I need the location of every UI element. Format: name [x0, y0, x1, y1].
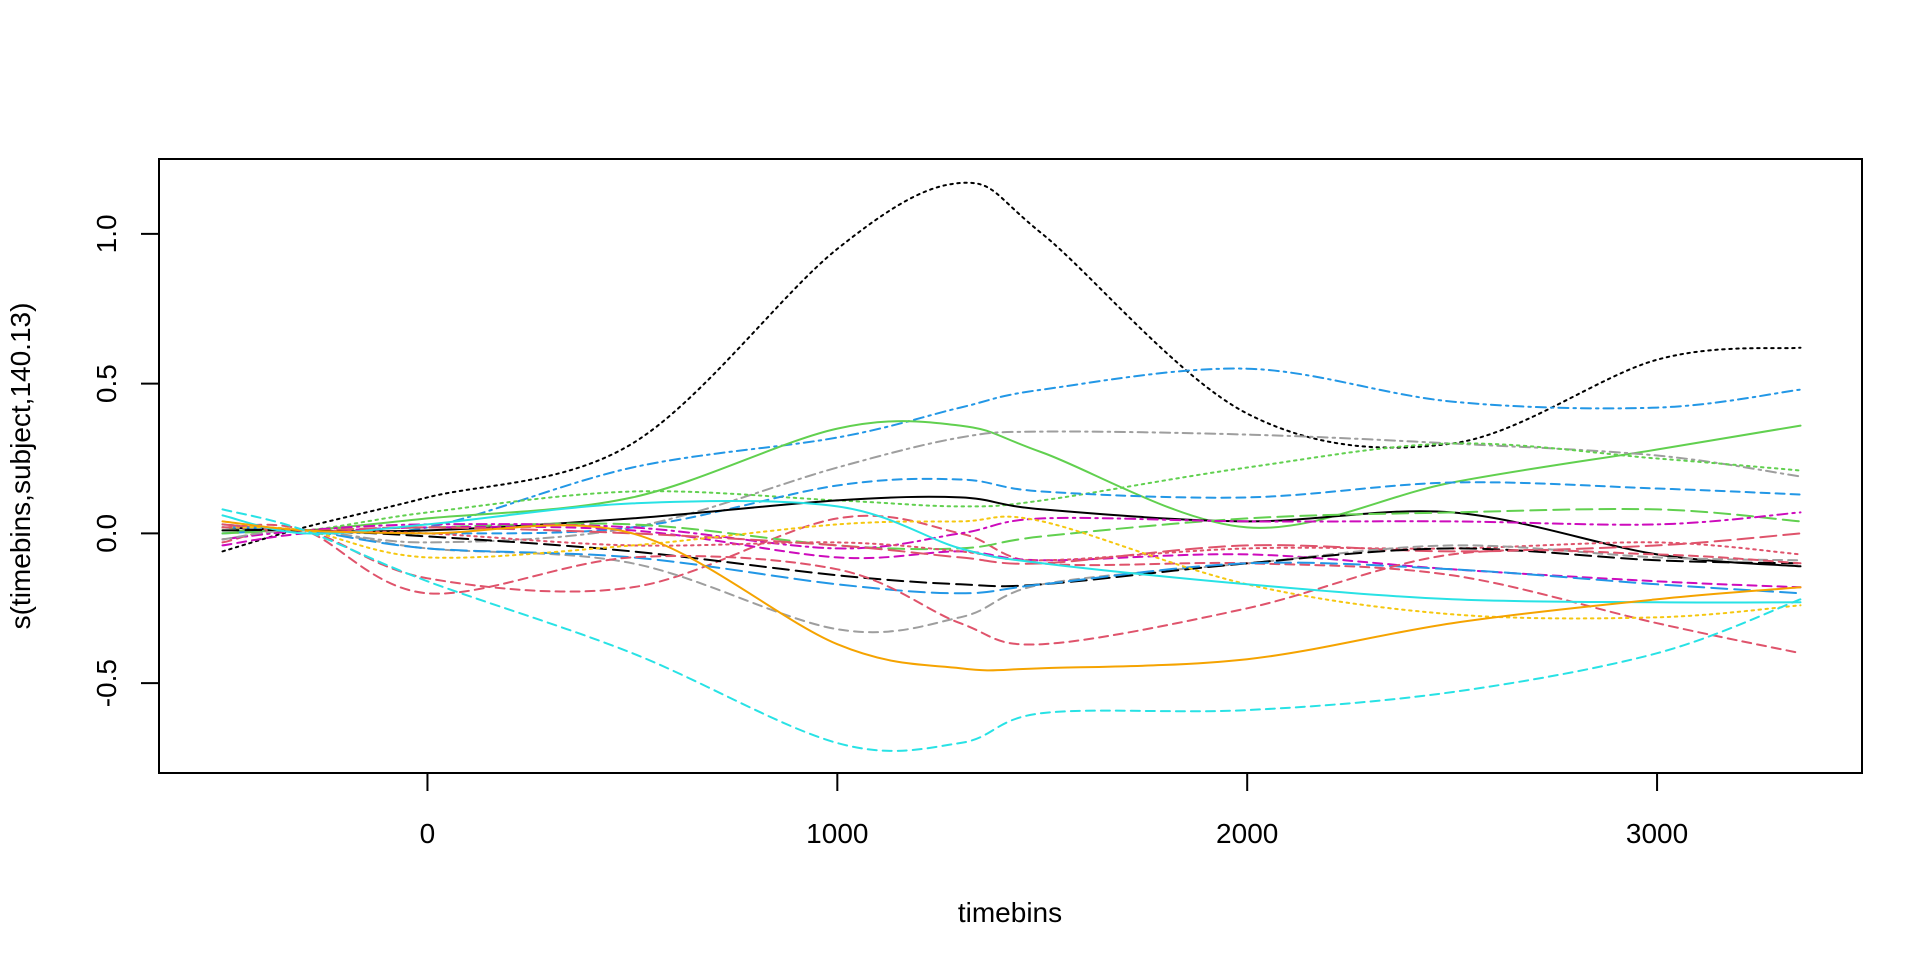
y-tick-label: -0.5 — [91, 659, 122, 707]
y-axis-title: s(timebins,subject,140.13) — [5, 303, 36, 630]
series-line-20 — [221, 520, 1802, 672]
series-line-5 — [221, 442, 1802, 533]
y-axis: -0.5 0.0 0.5 1.0 — [91, 214, 160, 707]
series-line-9 — [221, 507, 1802, 551]
x-tick-label: 0 — [420, 818, 436, 849]
y-tick-label: 0.0 — [91, 514, 122, 553]
x-tick-label: 1000 — [806, 818, 868, 849]
series-line-10 — [221, 511, 1802, 550]
plot-frame — [158, 158, 1863, 774]
x-tick-label: 2000 — [1216, 818, 1278, 849]
series-line-21 — [221, 508, 1802, 752]
series-line-18 — [221, 523, 1802, 646]
series-line-14 — [221, 529, 1802, 634]
y-tick-label: 0.5 — [91, 364, 122, 403]
series-line-15 — [221, 528, 1802, 588]
y-tick-label: 1.0 — [91, 214, 122, 253]
series-line-1 — [221, 181, 1802, 553]
series-line-2 — [221, 367, 1802, 535]
series-line-19 — [221, 499, 1802, 604]
series-line-16 — [221, 526, 1802, 595]
x-tick-label: 3000 — [1626, 818, 1688, 849]
series-line-3 — [221, 420, 1802, 533]
x-axis-title: timebins — [958, 897, 1062, 928]
series-layer — [221, 181, 1802, 752]
x-axis: 0 1000 2000 3000 — [420, 772, 1688, 849]
series-line-17 — [221, 515, 1802, 620]
series-line-8 — [221, 514, 1802, 655]
series-line-6 — [221, 477, 1802, 535]
series-line-7 — [221, 495, 1802, 568]
